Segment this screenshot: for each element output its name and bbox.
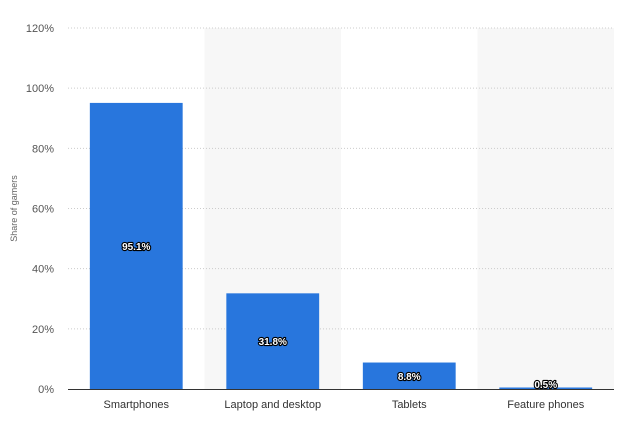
bar[interactable] <box>362 362 456 389</box>
bars <box>89 102 593 389</box>
bar[interactable] <box>89 102 183 389</box>
bar[interactable] <box>499 387 593 389</box>
x-tick-label: Feature phones <box>507 399 585 411</box>
y-tick-label: 20% <box>32 324 54 336</box>
y-tick-label: 0% <box>38 384 54 396</box>
x-tick-label: Tablets <box>392 399 427 411</box>
y-axis-label: Share of gamers <box>9 175 19 242</box>
y-tick-label: 60% <box>32 204 54 216</box>
y-tick-label: 100% <box>26 83 54 95</box>
x-axis-labels: Smartphones Laptop and desktop Tablets Feat… <box>104 399 585 411</box>
bar[interactable] <box>226 293 320 389</box>
data-label: 0.5% <box>534 380 557 391</box>
y-tick-label: 40% <box>32 264 54 276</box>
data-labels: 95.1% 31.8% 8.8% 0.5% <box>121 241 558 392</box>
x-tick-label: Smartphones <box>104 399 170 411</box>
x-tick-label: Laptop and desktop <box>224 399 321 411</box>
data-label: 8.8% <box>398 372 421 383</box>
y-tick-label: 80% <box>32 143 54 155</box>
y-tick-label: 120% <box>26 23 54 35</box>
y-axis-ticks: 0% 20% 40% 60% 80% 100% 120% <box>26 23 54 396</box>
data-label: 95.1% <box>122 242 150 253</box>
data-label: 31.8% <box>259 337 287 348</box>
